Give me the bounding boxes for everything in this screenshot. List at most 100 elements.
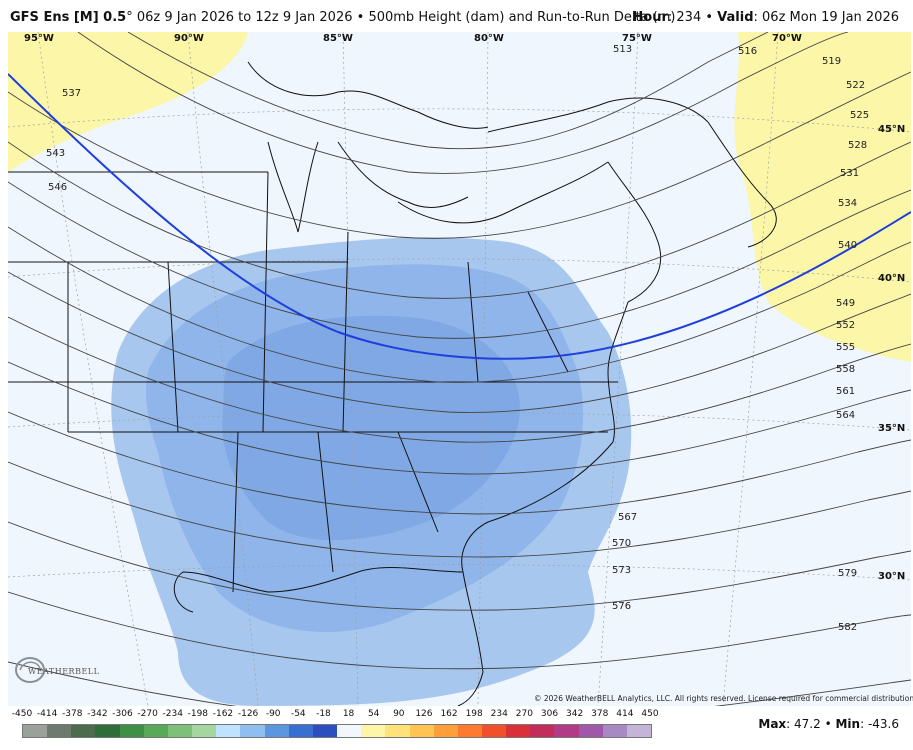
title-bullet-2: • (705, 10, 714, 25)
colorbar-tick-label: -270 (137, 709, 158, 719)
lat-label-30n: 30°N (878, 571, 906, 582)
colorbar-segment (481, 725, 507, 737)
lat-label-35n: 35°N (878, 423, 906, 434)
graticule (8, 32, 911, 706)
contour-label: 564 (836, 410, 856, 421)
colorbar-segment (626, 725, 652, 737)
colorbar-tick-label: -162 (212, 709, 234, 719)
contour-label: 540 (838, 240, 858, 251)
colorbar-tick-label: 342 (566, 709, 584, 719)
colorbar-segment (361, 725, 386, 737)
colorbar-segment (216, 725, 241, 737)
model-name: GFS Ens [M] 0.5 (10, 10, 127, 25)
max-value: : 47.2 (786, 717, 821, 731)
colorbar-segment (143, 725, 168, 737)
degree-symbol: ° (126, 10, 133, 25)
contour-label: 534 (838, 198, 858, 209)
contour-label: 582 (838, 622, 858, 633)
title-bullet: • (356, 10, 365, 25)
colorbar-tick-label: -198 (187, 709, 209, 719)
colorbar-tick-label: 198 (465, 709, 483, 719)
contour-label: 546 (48, 182, 68, 193)
colorbar-tick-label: 234 (490, 709, 508, 719)
colorbar-tick-label: 450 (641, 709, 659, 719)
contour-label: 531 (840, 168, 860, 179)
contour-label: 519 (822, 56, 842, 67)
colorbar-tick-label: -54 (290, 709, 306, 719)
colorbar-tick-label: -342 (87, 709, 108, 719)
hour-value: : 234 (667, 10, 702, 25)
colorbar-tick-label: 162 (440, 709, 458, 719)
colorbar-ticks: -450 -414 -378 -342 -306 -270 -234 -198 -162 -126… (0, 709, 913, 723)
colorbar-tick-label: 18 (342, 709, 355, 719)
logo-swirl-icon (15, 657, 45, 683)
colorbar-segment (71, 725, 96, 737)
contour-540 (8, 73, 911, 360)
valid-time: Hour: 234 • Valid: 06z Mon 19 Jan 2026 (632, 10, 899, 25)
lon-label-95w: 95°W (24, 33, 54, 44)
lat-label-45n: 45°N (878, 124, 906, 135)
colorbar-segment (264, 725, 289, 737)
contour-label: 573 (612, 565, 632, 576)
geography-outlines (8, 61, 777, 706)
colorbar-segment (240, 725, 265, 737)
colorbar-tick-label: -90 (265, 709, 281, 719)
lon-label-80w: 80°W (474, 33, 504, 44)
field-description: 500mb Height (dam) and Run-to-Run Delta … (368, 10, 676, 25)
contour-label: 570 (612, 538, 632, 549)
colorbar-segment (288, 725, 313, 737)
contour-label: 558 (836, 364, 856, 375)
min-label: Min (835, 717, 861, 731)
colorbar-segment (47, 725, 72, 737)
contour-label: 543 (46, 148, 66, 159)
contour-label: 537 (62, 88, 82, 99)
colorbar-tick-label: 270 (515, 709, 533, 719)
colorbar-segment (167, 725, 193, 737)
colorbar-segment (23, 725, 48, 737)
min-value: : -43.6 (860, 717, 899, 731)
colorbar-tick-label: -414 (36, 709, 58, 719)
colorbar-tick-label: 54 (367, 709, 380, 719)
lon-label-75w: 75°W (622, 33, 652, 44)
colorbar-tick-label: 90 (393, 709, 405, 719)
hour-label: Hour (632, 10, 668, 25)
positive-anomaly-northwest (8, 32, 248, 172)
contour-label: 522 (846, 80, 866, 91)
contour-label: 555 (836, 342, 856, 353)
colorbar-segment (409, 725, 434, 737)
colorbar-segment (433, 725, 458, 737)
colorbar-segment (95, 725, 120, 737)
colorbar-segment (312, 725, 338, 737)
contour-label: 576 (612, 601, 632, 612)
weatherbell-logo (12, 650, 94, 690)
contour-label: 513 (613, 44, 633, 55)
colorbar-segment (337, 725, 362, 737)
contour-label: 552 (836, 320, 856, 331)
contour-label: 549 (836, 298, 856, 309)
valid-label: Valid (717, 10, 754, 25)
title-bar: GFS Ens [M] 0.5° 06z 9 Jan 2026 to 12z 9… (0, 0, 913, 32)
colorbar-segment (530, 725, 555, 737)
contour-label: 516 (738, 46, 758, 57)
colorbar-tick-label: 126 (415, 709, 433, 719)
lon-label-70w: 70°W (772, 33, 802, 44)
positive-anomaly-northeast (734, 32, 911, 362)
contour-label: 561 (836, 386, 856, 397)
run-range: 06z 9 Jan 2026 to 12z 9 Jan 2026 (136, 10, 353, 25)
max-min-separator: • (824, 717, 832, 731)
logo-text: WEATHERBELL (28, 667, 100, 676)
valid-value: : 06z Mon 19 Jan 2026 (753, 10, 899, 25)
colorbar-tick-label: -126 (237, 709, 259, 719)
negative-anomaly-inner (222, 315, 520, 541)
height-contours (8, 32, 911, 706)
lon-label-85w: 85°W (323, 33, 353, 44)
colorbar-tick-label: 414 (616, 709, 634, 719)
map-panel (8, 32, 911, 706)
colorbar-segment (578, 725, 603, 737)
colorbar-segment (385, 725, 410, 737)
contour-label: 567 (618, 512, 638, 523)
chart-title: GFS Ens [M] 0.5° 06z 9 Jan 2026 to 12z 9… (10, 10, 675, 25)
colorbar-tick-label: -306 (112, 709, 133, 719)
colorbar-tick-label: -378 (62, 709, 83, 719)
contour-label: 525 (850, 110, 870, 121)
